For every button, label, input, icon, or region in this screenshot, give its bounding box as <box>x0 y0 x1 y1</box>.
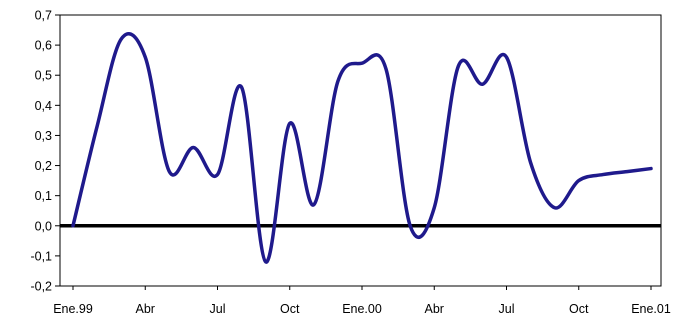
x-ticks <box>72 286 652 290</box>
x-tick-label: Ene.99 <box>53 302 93 316</box>
y-tick-label: 0,1 <box>35 189 52 203</box>
y-tick-label: 0,4 <box>35 99 52 113</box>
y-tick-label: -0,2 <box>30 280 52 294</box>
x-tick-labels: Ene.99 Abr Jul Oct Ene.00 Abr Jul Oct Ene.01 <box>53 302 671 316</box>
y-tick-label: 0,2 <box>35 159 52 173</box>
y-tick-label: -0,1 <box>30 249 52 263</box>
x-tick-label: Abr <box>136 302 155 316</box>
x-tick-label: Ene.00 <box>342 302 382 316</box>
y-tick-label: 0,7 <box>35 9 52 23</box>
y-ticks <box>55 14 60 287</box>
x-tick-label: Oct <box>280 302 300 316</box>
series-line <box>71 32 653 264</box>
y-tick-label: 0,6 <box>35 39 52 53</box>
series-group <box>71 32 653 264</box>
x-tick-label: Jul <box>499 302 515 316</box>
y-tick-label: 0,0 <box>35 219 52 233</box>
x-tick-label: Ene.01 <box>631 302 671 316</box>
x-tick-label: Jul <box>210 302 226 316</box>
plot-area <box>59 14 662 287</box>
y-tick-label: 0,3 <box>35 129 52 143</box>
x-tick-label: Abr <box>425 302 444 316</box>
y-tick-label: 0,5 <box>35 69 52 83</box>
x-tick-label: Oct <box>569 302 589 316</box>
y-tick-labels: -0,2 -0,1 0,0 0,1 0,2 0,3 0,4 0,5 0,6 0,7 <box>30 9 52 294</box>
